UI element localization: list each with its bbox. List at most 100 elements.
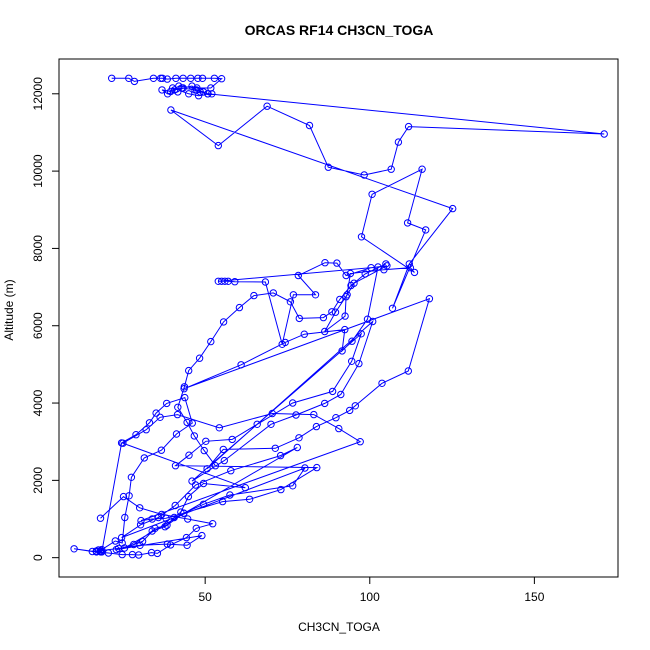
data-point xyxy=(182,533,191,542)
data-point xyxy=(211,462,220,470)
data-point xyxy=(253,420,261,428)
data-point xyxy=(337,390,345,399)
data-point xyxy=(117,439,126,447)
data-point xyxy=(342,271,350,280)
data-point xyxy=(185,451,193,459)
data-point xyxy=(117,533,126,542)
data-point xyxy=(180,509,188,517)
data-point xyxy=(200,446,208,455)
data-point xyxy=(178,84,186,92)
data-point xyxy=(600,130,608,138)
data-point xyxy=(184,492,193,501)
data-point xyxy=(289,291,298,299)
x-tick-label: 100 xyxy=(360,590,380,604)
data-point xyxy=(301,464,309,472)
data-point xyxy=(136,504,144,512)
data-point xyxy=(328,308,336,316)
data-point xyxy=(294,271,302,280)
data-point xyxy=(145,419,154,427)
data-point xyxy=(319,313,328,322)
data-point xyxy=(132,431,140,439)
data-point xyxy=(136,541,144,549)
data-point xyxy=(245,495,254,503)
data-point xyxy=(163,521,171,529)
data-point xyxy=(199,479,208,488)
data-point xyxy=(286,298,295,306)
data-point xyxy=(268,409,276,418)
data-point xyxy=(161,523,169,531)
data-point xyxy=(198,531,206,540)
data-point xyxy=(404,367,412,375)
data-point xyxy=(261,278,270,286)
data-point xyxy=(152,409,160,417)
data-point xyxy=(158,510,166,519)
data-point xyxy=(96,514,105,522)
data-point xyxy=(360,171,368,179)
data-point xyxy=(355,359,363,368)
data-point xyxy=(208,90,216,98)
data-point xyxy=(194,92,203,100)
data-point xyxy=(158,74,167,83)
data-point xyxy=(217,277,226,285)
data-point xyxy=(181,393,189,402)
data-point xyxy=(136,521,145,529)
data-point xyxy=(250,291,258,300)
data-point xyxy=(162,514,170,522)
data-point xyxy=(172,430,181,438)
data-point xyxy=(179,74,187,83)
data-point xyxy=(356,438,364,446)
data-point xyxy=(342,293,350,301)
data-point xyxy=(357,330,365,338)
data-point xyxy=(335,424,343,433)
data-point xyxy=(214,141,223,150)
y-tick-label: 10000 xyxy=(31,154,45,188)
data-point xyxy=(188,419,197,427)
data-point xyxy=(276,451,285,460)
data-point xyxy=(166,541,175,549)
data-point xyxy=(168,84,177,92)
y-tick-label: 8000 xyxy=(31,235,45,262)
data-point xyxy=(108,74,116,83)
series-3 xyxy=(174,260,390,470)
x-axis-label: CH3CN_TOGA xyxy=(298,620,380,634)
data-point xyxy=(191,481,200,489)
series-2 xyxy=(92,393,197,556)
data-point xyxy=(118,539,126,547)
data-point xyxy=(148,527,156,535)
data-point xyxy=(368,190,376,199)
data-point xyxy=(119,492,128,501)
data-point xyxy=(425,295,434,303)
data-point xyxy=(98,545,106,554)
data-point xyxy=(300,330,308,338)
data-point xyxy=(361,270,369,278)
data-point xyxy=(220,456,229,465)
y-tick-label: 0 xyxy=(31,554,45,561)
data-point xyxy=(209,520,217,528)
data-point xyxy=(130,77,139,86)
data-point xyxy=(382,260,390,268)
data-point xyxy=(387,165,395,173)
data-point xyxy=(271,444,279,452)
data-point xyxy=(173,410,182,419)
data-point xyxy=(378,379,386,387)
data-point xyxy=(98,548,106,556)
data-point xyxy=(187,74,195,83)
y-tick-label: 6000 xyxy=(31,312,45,339)
y-tick-label: 4000 xyxy=(31,389,45,416)
data-point xyxy=(195,354,204,362)
data-point xyxy=(140,454,149,462)
data-point xyxy=(305,121,314,130)
data-point xyxy=(163,90,172,98)
data-point xyxy=(185,90,193,98)
data-point xyxy=(214,277,223,285)
plot-area xyxy=(70,74,608,559)
data-point xyxy=(289,482,297,490)
data-point xyxy=(351,402,359,410)
chart-title: ORCAS RF14 CH3CN_TOGA xyxy=(245,22,434,38)
data-point xyxy=(194,74,202,83)
data-point xyxy=(347,281,355,290)
data-point xyxy=(292,411,300,419)
data-point xyxy=(338,347,346,355)
data-point xyxy=(313,463,321,472)
